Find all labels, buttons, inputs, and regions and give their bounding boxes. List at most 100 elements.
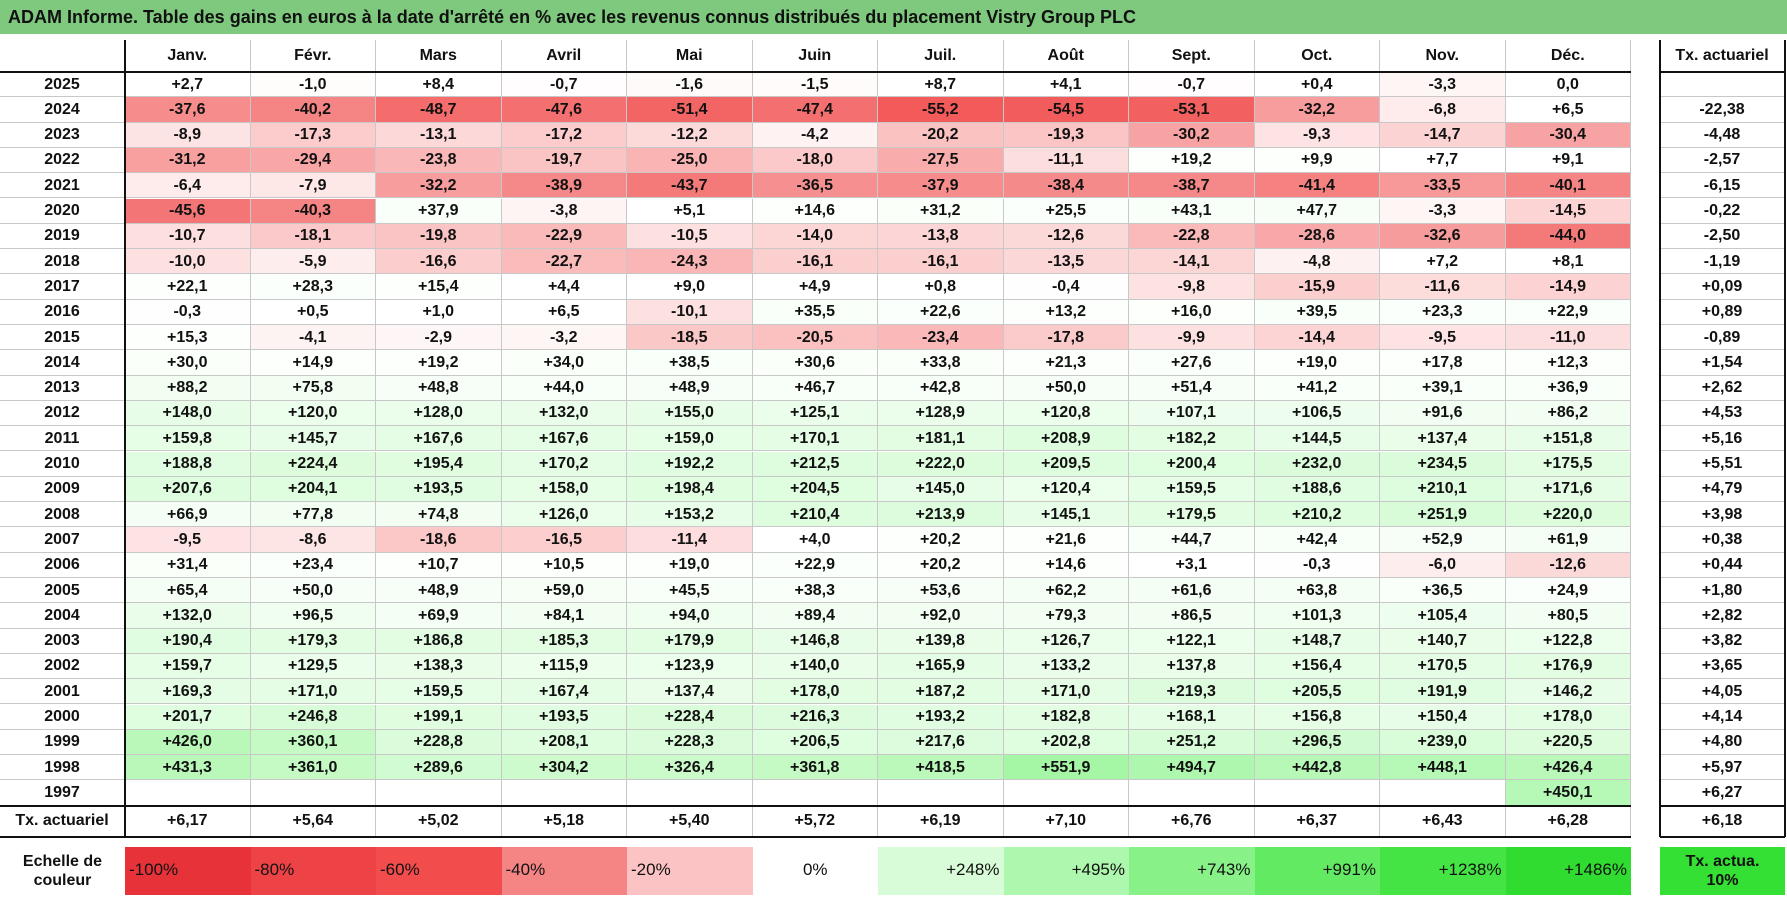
column-header: Avril bbox=[501, 40, 627, 72]
row-year: 2025 bbox=[0, 72, 125, 98]
value-cell: +224,4 bbox=[250, 451, 376, 477]
value-cell: +450,1 bbox=[1505, 780, 1631, 806]
column-header: Sept. bbox=[1129, 40, 1255, 72]
row-year: 2005 bbox=[0, 578, 125, 604]
value-cell: -24,3 bbox=[627, 249, 753, 275]
value-cell: -32,2 bbox=[376, 173, 502, 199]
value-cell: +213,9 bbox=[878, 502, 1004, 528]
value-cell: +7,7 bbox=[1380, 147, 1506, 174]
value-cell: -36,5 bbox=[752, 173, 878, 199]
value-cell: -2,9 bbox=[376, 325, 502, 351]
rate-cell: +3,98 bbox=[1660, 502, 1785, 528]
value-cell: +178,0 bbox=[752, 679, 878, 705]
value-cell: +4,4 bbox=[501, 274, 627, 300]
row-year: 2007 bbox=[0, 527, 125, 553]
rate-cell: -2,57 bbox=[1660, 147, 1785, 174]
value-cell: -20,5 bbox=[752, 325, 878, 351]
value-cell: -53,1 bbox=[1129, 97, 1255, 123]
row-year: 2000 bbox=[0, 704, 125, 730]
value-cell: +182,2 bbox=[1129, 426, 1255, 452]
row-year: 2010 bbox=[0, 451, 125, 477]
value-cell: +188,6 bbox=[1254, 476, 1380, 503]
rate-cell: +0,38 bbox=[1660, 527, 1785, 553]
value-cell: +186,8 bbox=[376, 628, 502, 654]
value-cell: +150,4 bbox=[1380, 704, 1506, 730]
value-cell: +171,0 bbox=[250, 679, 376, 705]
rule bbox=[1660, 835, 1785, 838]
column-header: Janv. bbox=[125, 40, 251, 72]
value-cell: +144,5 bbox=[1254, 426, 1380, 452]
value-cell: -6,8 bbox=[1380, 97, 1506, 123]
value-cell: -22,8 bbox=[1129, 223, 1255, 250]
value-cell: -13,8 bbox=[878, 223, 1004, 250]
value-cell: +145,7 bbox=[250, 426, 376, 452]
rate-cell: +0,89 bbox=[1660, 299, 1785, 325]
value-cell: +220,0 bbox=[1505, 502, 1631, 528]
rate-cell: -6,15 bbox=[1660, 173, 1785, 199]
value-cell: +178,0 bbox=[1505, 704, 1631, 730]
value-cell: -19,8 bbox=[376, 223, 502, 250]
value-cell: +22,9 bbox=[1505, 299, 1631, 325]
rate-cell: +5,16 bbox=[1660, 426, 1785, 452]
value-cell: +25,5 bbox=[1003, 198, 1129, 224]
value-cell: +50,0 bbox=[250, 578, 376, 604]
value-cell: +140,7 bbox=[1380, 628, 1506, 654]
value-cell: -9,3 bbox=[1254, 122, 1380, 148]
value-cell: +48,9 bbox=[627, 375, 753, 401]
value-cell: +22,1 bbox=[125, 274, 251, 300]
value-cell bbox=[250, 780, 376, 806]
value-cell: -40,3 bbox=[250, 198, 376, 224]
row-year: 2009 bbox=[0, 476, 125, 503]
value-cell: +19,2 bbox=[1129, 147, 1255, 174]
value-cell: +43,1 bbox=[1129, 198, 1255, 224]
value-cell: +79,3 bbox=[1003, 603, 1129, 629]
value-cell: +192,2 bbox=[627, 451, 753, 477]
rule bbox=[1659, 40, 1661, 837]
value-cell: +105,4 bbox=[1380, 603, 1506, 629]
footer-cell: +7,10 bbox=[1003, 805, 1129, 837]
value-cell: +169,3 bbox=[125, 679, 251, 705]
value-cell: +155,0 bbox=[627, 400, 753, 427]
value-cell: -5,9 bbox=[250, 249, 376, 275]
value-cell: +179,9 bbox=[627, 628, 753, 654]
value-cell: +36,5 bbox=[1380, 578, 1506, 604]
value-cell: +22,9 bbox=[752, 552, 878, 578]
value-cell: +42,8 bbox=[878, 375, 1004, 401]
row-year: 1998 bbox=[0, 755, 125, 781]
value-cell: +19,0 bbox=[627, 552, 753, 578]
value-cell: +210,1 bbox=[1380, 476, 1506, 503]
rule bbox=[1660, 804, 1785, 807]
value-cell: -10,7 bbox=[125, 223, 251, 250]
value-cell: +8,1 bbox=[1505, 249, 1631, 275]
value-cell: +51,4 bbox=[1129, 375, 1255, 401]
value-cell: -6,4 bbox=[125, 173, 251, 199]
row-year: 2002 bbox=[0, 653, 125, 680]
scale-stop: +991% bbox=[1254, 846, 1380, 895]
value-cell: +38,5 bbox=[627, 350, 753, 376]
value-cell: +17,8 bbox=[1380, 350, 1506, 376]
value-cell: +61,6 bbox=[1129, 578, 1255, 604]
rate-cell: +1,80 bbox=[1660, 578, 1785, 604]
rate-cell: +2,62 bbox=[1660, 375, 1785, 401]
value-cell: -8,6 bbox=[250, 527, 376, 553]
value-cell: -13,1 bbox=[376, 122, 502, 148]
value-cell: +167,6 bbox=[501, 426, 627, 452]
row-year: 2017 bbox=[0, 274, 125, 300]
row-year: 2001 bbox=[0, 679, 125, 705]
footer-cell: +6,43 bbox=[1380, 805, 1506, 837]
value-cell: -19,3 bbox=[1003, 122, 1129, 148]
value-cell: -0,4 bbox=[1003, 274, 1129, 300]
rate-cell: +5,51 bbox=[1660, 451, 1785, 477]
value-cell: +212,5 bbox=[752, 451, 878, 477]
value-cell: +4,1 bbox=[1003, 72, 1129, 98]
value-cell: +207,6 bbox=[125, 476, 251, 503]
row-year: 2006 bbox=[0, 552, 125, 578]
value-cell: +442,8 bbox=[1254, 755, 1380, 781]
value-cell: +9,9 bbox=[1254, 147, 1380, 174]
rate-cell: +5,97 bbox=[1660, 755, 1785, 781]
rate-cell: +3,65 bbox=[1660, 653, 1785, 680]
value-cell: -28,6 bbox=[1254, 223, 1380, 250]
scale-stop: -60% bbox=[376, 846, 502, 895]
value-cell bbox=[752, 780, 878, 806]
